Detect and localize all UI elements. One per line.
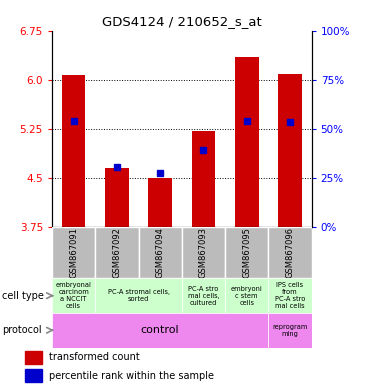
Text: embryonal
carcinom
a NCCIT
cells: embryonal carcinom a NCCIT cells [56, 282, 92, 309]
Bar [25, 369, 42, 382]
Bar [235, 57, 259, 227]
Bar [182, 227, 225, 278]
Text: protocol: protocol [2, 325, 42, 335]
Text: transformed count: transformed count [49, 353, 139, 362]
Text: PC-A stromal cells,
sorted: PC-A stromal cells, sorted [108, 289, 170, 302]
Text: cell type: cell type [2, 291, 44, 301]
Text: embryoni
c stem
cells: embryoni c stem cells [231, 286, 263, 306]
Bar [182, 278, 225, 313]
Bar [278, 74, 302, 227]
Bar [268, 313, 312, 348]
Bar [225, 278, 268, 313]
Bar [225, 227, 268, 278]
Bar [105, 168, 129, 227]
Bar [25, 351, 42, 364]
Text: GSM867091: GSM867091 [69, 227, 78, 278]
Bar [95, 227, 138, 278]
Text: percentile rank within the sample: percentile rank within the sample [49, 371, 214, 381]
Bar [268, 227, 312, 278]
Text: GSM867094: GSM867094 [156, 227, 165, 278]
Bar [138, 227, 182, 278]
Bar [52, 227, 95, 278]
Text: reprogram
ming: reprogram ming [272, 324, 308, 337]
Bar [52, 278, 95, 313]
Bar [191, 131, 215, 227]
Bar [95, 278, 182, 313]
Text: control: control [141, 325, 180, 335]
Text: IPS cells
from
PC-A stro
mal cells: IPS cells from PC-A stro mal cells [275, 282, 305, 309]
Bar [62, 75, 85, 227]
Text: GSM867092: GSM867092 [112, 227, 121, 278]
Bar [52, 313, 268, 348]
Text: PC-A stro
mal cells,
cultured: PC-A stro mal cells, cultured [188, 286, 219, 306]
Text: GSM867096: GSM867096 [286, 227, 295, 278]
Bar [268, 278, 312, 313]
Text: GSM867093: GSM867093 [199, 227, 208, 278]
Bar [148, 178, 172, 227]
Title: GDS4124 / 210652_s_at: GDS4124 / 210652_s_at [102, 15, 262, 28]
Text: GSM867095: GSM867095 [242, 227, 251, 278]
